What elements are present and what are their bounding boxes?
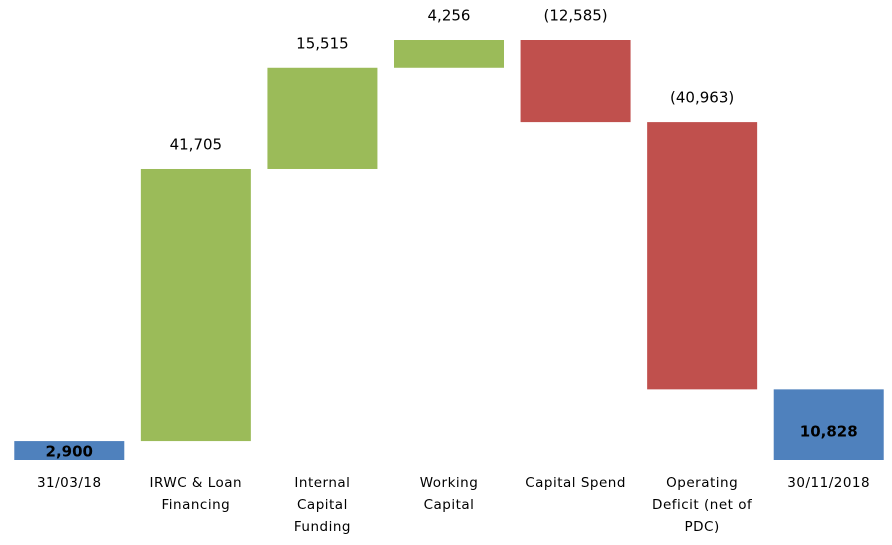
data-label: 10,828 [800, 423, 858, 441]
x-tick-label: Operating Deficit (net of PDC) [652, 475, 753, 535]
data-label: 41,705 [170, 135, 223, 153]
x-tick-label: 31/03/18 [36, 475, 102, 491]
data-label: (12,585) [543, 7, 607, 25]
bar [520, 40, 631, 123]
x-tick-label: Internal Capital Funding [293, 475, 351, 535]
x-tick-label: IRWC & Loan Financing [149, 475, 243, 513]
data-label: 4,256 [428, 7, 471, 25]
bar [647, 122, 758, 390]
bar [773, 389, 884, 460]
data-label: 15,515 [296, 34, 349, 52]
bar [140, 168, 251, 442]
data-label: 2,900 [46, 443, 93, 461]
x-tick-label: Capital Spend [525, 475, 626, 491]
x-tick-label: 30/11/2018 [787, 475, 871, 491]
bar [267, 67, 378, 169]
x-tick-label: Working Capital [419, 475, 479, 513]
bar [394, 40, 504, 68]
data-label: (40,963) [670, 89, 734, 107]
bar [14, 441, 125, 460]
